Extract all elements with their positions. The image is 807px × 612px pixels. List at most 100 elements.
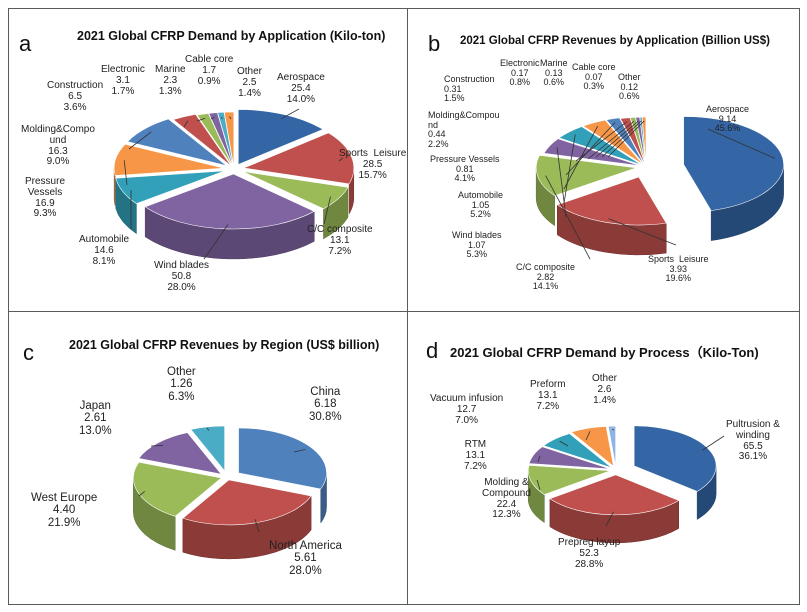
panel-letter: b: [428, 31, 441, 56]
chart-title: 2021 Global CFRP Revenues by Region (US$…: [69, 338, 380, 352]
slice-percent: 28.0%: [289, 564, 322, 577]
leader-line: [587, 120, 635, 160]
slice-value: 0.12: [620, 81, 639, 92]
pie-slice: [543, 138, 641, 167]
slice-percent: 7.0%: [455, 414, 478, 426]
slice-label: Marine 0.13 0.6%: [540, 58, 568, 88]
slice-label: Sports Leisure 3.93 19.6%: [648, 254, 709, 284]
pie-slice: [133, 461, 223, 517]
slice-label: Pressure Vessels 0.81 4.1%: [430, 154, 500, 184]
slice-value: 2.82: [536, 271, 555, 282]
slice-label: Aerospace 25.4 14.0%: [277, 72, 325, 105]
slice-percent: 1.3%: [158, 85, 182, 97]
chart-panel-c: c 2021 Global CFRP Revenues by Region (U…: [8, 311, 408, 605]
slice-percent: 30.8%: [309, 410, 342, 423]
slice-percent: 15.7%: [358, 169, 387, 181]
slice-percent: 14.0%: [286, 93, 316, 105]
slice-label: China 6.18 30.8%: [309, 386, 342, 423]
leader-lines: [138, 427, 306, 533]
slice-percent: 13.0%: [79, 424, 112, 437]
pie-slice: [607, 425, 616, 467]
pie-tops: [133, 425, 327, 526]
slice-value: 0.31: [444, 83, 462, 94]
slice-value: 0.13: [544, 67, 563, 78]
pie-slice: [528, 446, 611, 470]
slice-label: Other 0.12 0.6%: [618, 72, 641, 102]
slice-name: Construction: [47, 80, 104, 91]
slice-name: Pressure Vessels: [430, 154, 500, 164]
leader-line: [607, 120, 645, 158]
slice-label: Automobile 14.6 8.1%: [79, 234, 129, 267]
slice-name: Cable core: [185, 54, 234, 65]
slice-percent: 0.8%: [509, 77, 531, 88]
slice-value: 0.07: [585, 71, 603, 82]
panel-letter: c: [23, 340, 34, 365]
slice-value: 0.44: [428, 129, 446, 140]
pie-slice: [126, 118, 227, 166]
slice-percent: 36.1%: [738, 451, 768, 463]
pie-chart-d: [527, 425, 725, 544]
slice-label: Preform 13.1 7.2%: [530, 379, 566, 412]
slice-name: Molding&Compou nd: [428, 110, 500, 130]
pie-tops: [535, 116, 784, 226]
leader-line: [281, 108, 300, 120]
slice-name: C/C composite: [516, 262, 576, 272]
slice-percent: 0.3%: [583, 81, 605, 92]
slice-value: 16.3: [48, 145, 68, 157]
slice-name: Wind blades: [452, 230, 502, 240]
slice-name: North America: [269, 540, 342, 552]
slice-label: Molding&Compou nd 0.44 2.2%: [428, 110, 500, 150]
leader-line: [229, 116, 232, 120]
slice-value: 12.7: [456, 403, 477, 415]
slice-label: Pressure Vessels 16.9 9.3%: [25, 176, 65, 220]
slice-label: Other 2.5 1.4%: [237, 66, 262, 99]
leader-line: [537, 455, 541, 463]
slice-value: 3.93: [669, 263, 688, 274]
slice-percent: 1.5%: [444, 93, 465, 104]
slice-label: Other 2.6 1.4%: [592, 373, 618, 406]
leader-line: [196, 118, 206, 122]
chart-panel-a: a 2021 Global CFRP Demand by Application…: [8, 8, 408, 312]
leader-line: [338, 157, 344, 162]
slice-label: Cable core 1.7 0.9%: [185, 54, 234, 87]
slice-label: Electronic 3.1 1.7%: [101, 64, 145, 97]
pie-chart-b: [535, 116, 784, 260]
slice-percent: 8.1%: [92, 255, 116, 267]
slice-label: North America 5.61 28.0%: [269, 540, 342, 577]
slice-name: Other: [618, 72, 641, 82]
slice-label: Cable core 0.07 0.3%: [572, 62, 616, 92]
slice-value: 2.3: [163, 74, 178, 86]
slice-percent: 1.7%: [111, 85, 135, 97]
slice-label: Sports Leisure 28.5 15.7%: [339, 148, 407, 181]
leader-line: [595, 120, 639, 158]
slice-value: 6.5: [68, 90, 83, 102]
slice-name: RTM: [464, 439, 487, 450]
slice-label: Electronic 0.17 0.8%: [500, 58, 540, 88]
pie-slice: [190, 425, 225, 472]
leader-line: [702, 435, 725, 451]
slice-name: Cable core: [572, 62, 616, 72]
slice-name: Electronic: [500, 58, 540, 68]
slice-name: Other: [592, 373, 618, 384]
slice-label: Prepreg layup 52.3 28.8%: [558, 537, 620, 570]
pie-slice: [242, 171, 349, 210]
slice-label: Other 1.26 6.3%: [167, 366, 196, 403]
chart-title: 2021 Global CFRP Demand by Application (…: [77, 29, 386, 43]
slice-label: Wind blades 50.8 28.0%: [154, 260, 209, 293]
slice-name: Sports Leisure: [339, 148, 407, 159]
pie-slice: [570, 426, 614, 468]
leader-line: [605, 511, 614, 527]
slice-name: West Europe: [31, 492, 98, 504]
pie-tops: [113, 109, 355, 230]
leader-line: [150, 445, 163, 447]
leader-line: [601, 120, 642, 158]
slice-percent: 1.4%: [593, 394, 616, 406]
slice-percent: 19.6%: [665, 273, 692, 284]
slice-label: Molding&Compo und 16.3 9.0%: [21, 124, 95, 168]
leader-line: [565, 122, 616, 176]
slice-percent: 7.2%: [536, 400, 560, 412]
slice-value: 1.07: [468, 239, 486, 250]
slice-percent: 7.2%: [328, 245, 352, 257]
chart-panel-b: b 2021 Global CFRP Revenues by Applicati…: [407, 8, 800, 312]
pie-slice: [144, 173, 315, 230]
